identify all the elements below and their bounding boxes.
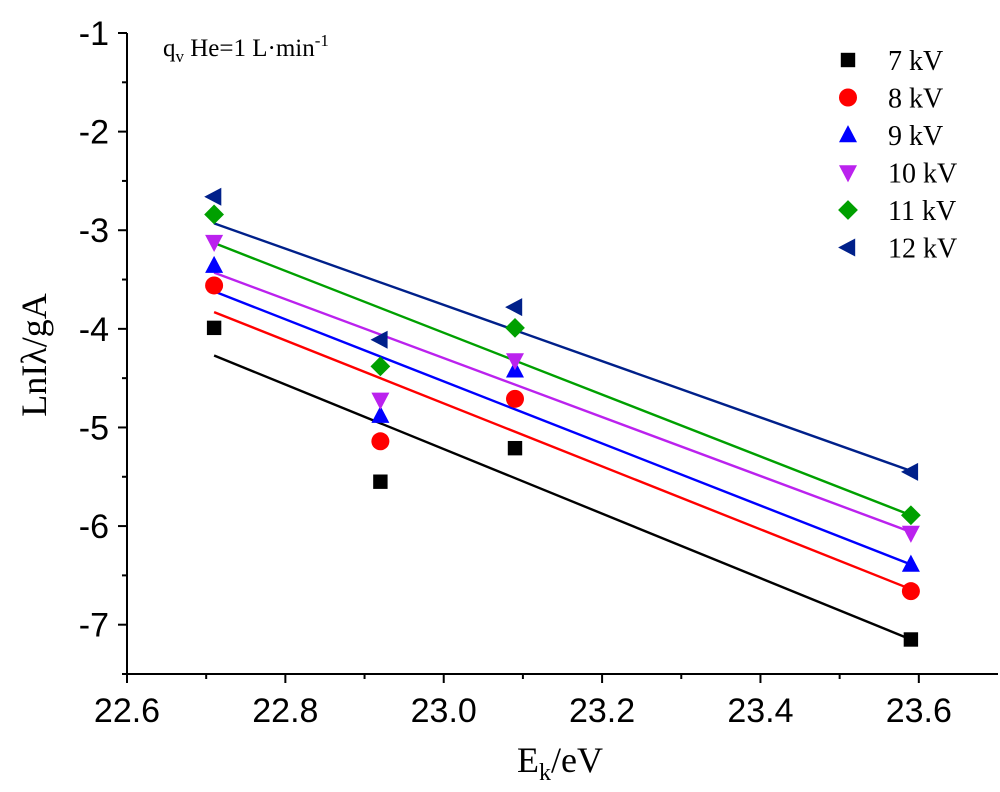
y-tick-label: -5: [79, 409, 109, 447]
x-tick-label: 23.6: [886, 692, 952, 730]
data-point: [507, 440, 523, 456]
legend-label: 10 kV: [888, 159, 957, 190]
legend-label: 7 kV: [888, 46, 943, 77]
data-point: [505, 389, 524, 408]
x-tick-label: 23.2: [569, 692, 635, 730]
data-point: [206, 320, 222, 336]
y-tick-label: -6: [79, 508, 109, 546]
fit-line-5: [213, 241, 912, 517]
data-point: [901, 554, 920, 572]
y-tick-label: -4: [79, 311, 109, 349]
plot-annotation: qv He=1 L·min-1: [163, 31, 329, 66]
data-point: [901, 525, 920, 543]
data-point: [901, 505, 921, 526]
legend-marker: [838, 200, 858, 220]
legend-label: 9 kV: [888, 121, 943, 152]
data-point: [204, 204, 224, 225]
x-tick-label: 22.6: [94, 692, 160, 730]
fit-line-3: [213, 290, 912, 566]
y-axis-title: LnIλ/gA: [14, 293, 54, 416]
data-point: [505, 317, 525, 338]
legend-marker: [839, 125, 857, 143]
legend: 7 kV 8 kV 9 kV 10 kV 11 kV 12 kV: [838, 46, 957, 265]
data-point: [373, 474, 388, 489]
data-points: [204, 187, 921, 647]
data-point: [901, 582, 920, 601]
y-tick-label: -3: [79, 212, 109, 250]
fit-line-4: [213, 271, 912, 534]
x-tick-label: 22.8: [252, 692, 318, 730]
data-point: [205, 276, 224, 295]
legend-marker: [839, 165, 857, 183]
y-tick-label: -2: [79, 114, 109, 152]
fit-line-2: [213, 310, 912, 591]
fit-lines: [213, 222, 912, 641]
data-point: [370, 356, 391, 377]
fit-line-1: [213, 354, 912, 641]
legend-marker: [839, 88, 857, 107]
data-point: [901, 462, 919, 481]
data-point: [903, 632, 919, 647]
data-point: [205, 255, 224, 273]
x-axis-title: Ek/eV: [517, 740, 603, 786]
data-point: [371, 405, 390, 423]
data-point: [370, 330, 388, 349]
legend-label: 8 kV: [888, 84, 943, 115]
data-point: [205, 234, 224, 252]
data-point: [371, 432, 390, 451]
data-point: [505, 298, 523, 317]
fit-line-6: [213, 222, 912, 472]
data-point: [371, 392, 390, 410]
data-point: [204, 187, 222, 206]
legend-marker: [840, 52, 856, 68]
legend-marker: [838, 238, 856, 257]
legend-label: 11 kV: [888, 196, 956, 227]
y-tick-label: -1: [79, 15, 109, 53]
y-tick-label: -7: [79, 607, 109, 645]
x-tick-label: 23.0: [411, 692, 477, 730]
data-point: [505, 353, 524, 371]
legend-label: 12 kV: [888, 234, 957, 265]
x-tick-label: 23.4: [727, 692, 793, 730]
axes: 22.6 22.8 23.0 23.2 23.4 23.6 -1 -2 -3 -4 -5 -6 -7: [79, 15, 998, 730]
